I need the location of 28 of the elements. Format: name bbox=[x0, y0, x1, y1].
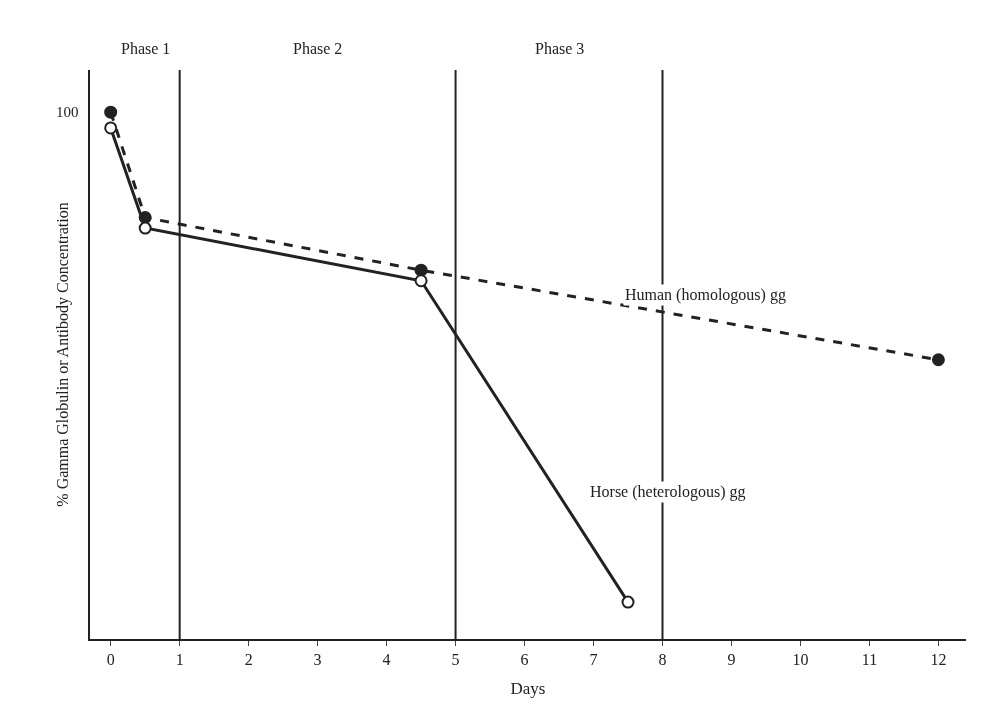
text: Phase 2 bbox=[293, 40, 343, 57]
x-tick-label: 7 bbox=[589, 651, 598, 669]
point bbox=[931, 353, 945, 367]
point bbox=[414, 263, 428, 277]
x-tick-label: 8 bbox=[658, 651, 667, 669]
series-label: Horse (heterologous) gg bbox=[590, 483, 746, 501]
x-tick-label: 5 bbox=[451, 651, 460, 669]
point bbox=[414, 274, 428, 288]
x-tick-label: 3 bbox=[313, 651, 322, 669]
text: Phase 3 bbox=[535, 40, 585, 57]
x-tick-label: 1 bbox=[175, 651, 184, 669]
point bbox=[104, 121, 118, 135]
series-label: Human (homologous) gg bbox=[625, 286, 786, 304]
x-tick-label: 9 bbox=[727, 651, 736, 669]
text: Phase 1 bbox=[121, 40, 171, 57]
x-tick-label: 4 bbox=[382, 651, 391, 669]
point bbox=[138, 221, 152, 235]
point bbox=[104, 105, 118, 119]
x-tick-label: 0 bbox=[106, 651, 115, 669]
annotation: 100 bbox=[56, 104, 79, 120]
x-tick-label: 12 bbox=[930, 651, 947, 669]
x-tick-label: 10 bbox=[792, 651, 809, 669]
x-tick-label: 2 bbox=[244, 651, 253, 669]
x-tick-label: 6 bbox=[520, 651, 529, 669]
point bbox=[621, 595, 635, 609]
x-axis-title: Days bbox=[510, 679, 546, 699]
y-axis-title: % Gamma Globulin or Antibody Concentration bbox=[54, 202, 73, 507]
x-tick-label: 11 bbox=[861, 651, 878, 669]
